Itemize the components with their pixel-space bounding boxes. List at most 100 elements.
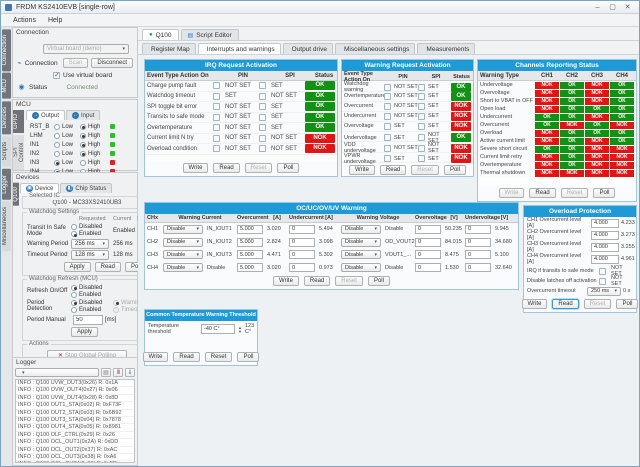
log-line[interactable]: INFO : Q100 OVW_OUT4(0x27) R: 0x06 <box>16 387 134 395</box>
warn-spi-checkbox[interactable] <box>418 92 425 100</box>
channels-poll-button[interactable]: Poll <box>593 188 616 198</box>
pin-low-radio[interactable] <box>54 123 60 130</box>
tab-output[interactable]: → Output <box>26 110 66 120</box>
pin-high-radio[interactable] <box>80 123 86 130</box>
spin-up-icon[interactable]: ▲ <box>238 324 242 330</box>
detection-warning-radio[interactable] <box>113 299 119 306</box>
dock-tab[interactable]: Scripts <box>2 136 11 167</box>
warning-voltage-select[interactable]: Disable <box>341 224 381 234</box>
log-line[interactable]: INFO : Q100 UVW_OUT4(0x28) R: 0x8D <box>16 395 134 403</box>
irq-poll-button[interactable]: Poll <box>277 163 300 173</box>
ocuc-write-button[interactable]: Write <box>273 276 299 286</box>
warn-spi-checkbox[interactable] <box>418 155 425 162</box>
warning-current-select[interactable]: Disable <box>163 263 203 273</box>
warn-pin-checkbox[interactable] <box>384 122 391 130</box>
undervoltage-input[interactable] <box>465 250 491 260</box>
pin-low-radio[interactable] <box>54 159 60 166</box>
pin-high-radio[interactable] <box>80 132 86 139</box>
overload-read-button[interactable]: Read <box>552 299 579 309</box>
temperature-spinner[interactable]: ▲ ▼ <box>236 324 244 334</box>
dock-tab[interactable]: Logger <box>2 168 11 200</box>
use-virtual-board-checkbox[interactable] <box>53 71 60 79</box>
overvoltage-input[interactable] <box>415 224 441 234</box>
channels-reset-button[interactable]: Reset <box>560 188 589 198</box>
pin-high-radio[interactable] <box>80 150 86 157</box>
channels-read-button[interactable]: Read <box>529 188 556 198</box>
warn-spi-checkbox[interactable] <box>418 134 425 141</box>
view-tab[interactable]: Register Map <box>142 43 196 54</box>
dock-tab[interactable]: MCU <box>2 73 11 100</box>
log-line[interactable]: INFO : Q100 OLF_CTRL(0x29) R: 0x26 <box>16 432 134 440</box>
warn-spi-checkbox[interactable] <box>418 144 425 152</box>
warning-current-select[interactable]: Disable <box>163 237 203 247</box>
overcurrent-input[interactable] <box>237 250 263 260</box>
view-tab[interactable]: Output drive <box>282 43 334 54</box>
maximize-button[interactable]: ▢ <box>609 4 616 11</box>
warn-spi-checkbox[interactable] <box>418 102 425 110</box>
spin-down-icon[interactable]: ▼ <box>238 328 242 334</box>
log-line[interactable]: INFO : Q100 OCL_OUT3(0x38) R: 0xA6 <box>16 454 134 462</box>
overvoltage-input[interactable] <box>415 250 441 260</box>
watchdog-apply-button[interactable]: Apply <box>63 262 91 272</box>
undercurrent-input[interactable] <box>289 237 315 247</box>
warn-reset-button[interactable]: Reset <box>411 165 439 175</box>
mcu-subtab[interactable]: SPI Control <box>13 135 25 170</box>
irq-pin-checkbox[interactable] <box>213 103 220 111</box>
tab-q100[interactable]: ● Q100 <box>142 29 179 40</box>
temperature-threshold-input[interactable] <box>201 324 235 334</box>
log-line[interactable]: INFO : Q100 OUT3_STA(0x04) R: 0x7878 <box>16 417 134 425</box>
temp-read-button[interactable]: Read <box>173 352 200 362</box>
warn-poll-button[interactable]: Poll <box>443 165 466 175</box>
temp-poll-button[interactable]: Poll <box>237 352 260 362</box>
warn-pin-checkbox[interactable] <box>384 92 391 100</box>
close-button[interactable]: ✕ <box>624 4 631 11</box>
warn-spi-checkbox[interactable] <box>418 112 425 120</box>
warn-pin-checkbox[interactable] <box>384 134 391 141</box>
irq-pin-checkbox[interactable] <box>213 82 220 90</box>
overload-write-button[interactable]: Write <box>521 299 548 309</box>
overload-checkbox[interactable] <box>599 277 606 285</box>
view-tab[interactable]: Interrupts and warnings <box>197 43 281 54</box>
undercurrent-input[interactable] <box>289 263 315 273</box>
ocuc-poll-button[interactable]: Poll <box>367 276 390 286</box>
detection-timeout-radio[interactable] <box>113 306 119 313</box>
undercurrent-input[interactable] <box>289 224 315 234</box>
irq-read-button[interactable]: Read <box>213 163 240 173</box>
refresh-disabled-radio[interactable] <box>71 284 77 291</box>
overcurrent-input[interactable] <box>237 237 263 247</box>
warning-voltage-select[interactable]: Disable <box>341 263 381 273</box>
overload-checkbox[interactable] <box>599 267 606 275</box>
pause-log-button[interactable]: ‖ <box>113 368 123 377</box>
tab-chip-status[interactable]: ◧ Chip Status <box>60 183 113 193</box>
warn-read-button[interactable]: Read <box>379 165 407 175</box>
overcurrent-level-input[interactable] <box>591 218 619 228</box>
pin-low-radio[interactable] <box>54 132 60 139</box>
overvoltage-input[interactable] <box>415 263 441 273</box>
log-filter-select[interactable] <box>15 368 99 377</box>
log-line[interactable]: INFO : Q100 OCL_OUT4(0x39) R: 0xFD <box>16 461 134 462</box>
warning-current-select[interactable]: Disable <box>163 250 203 260</box>
disconnect-button[interactable]: Disconnect <box>91 58 133 68</box>
log-line[interactable]: INFO : Q100 OUT2_STA(0x03) R: 0x6B92 <box>16 410 134 417</box>
warning-voltage-select[interactable]: Disable <box>341 237 381 247</box>
undervoltage-input[interactable] <box>465 237 491 247</box>
transit-enabled-radio[interactable] <box>71 231 77 237</box>
detection-enabled-radio[interactable] <box>71 306 77 313</box>
irq-reset-button[interactable]: Reset <box>244 163 273 173</box>
irq-spi-checkbox[interactable] <box>259 103 266 111</box>
ocuc-read-button[interactable]: Read <box>303 276 331 286</box>
warn-spi-checkbox[interactable] <box>418 122 425 130</box>
irq-pin-checkbox[interactable] <box>213 134 220 142</box>
overcurrent-level-input[interactable] <box>591 254 619 264</box>
save-log-button[interactable]: ⇓ <box>125 368 135 377</box>
warn-pin-checkbox[interactable] <box>384 83 391 91</box>
warning-current-select[interactable]: Disable <box>163 224 203 234</box>
log-line[interactable]: INFO : Q100 OUT4_STA(0x05) R: 0x8981 <box>16 424 134 432</box>
overload-poll-button[interactable]: Poll <box>616 299 639 309</box>
minimize-button[interactable]: – <box>595 3 600 11</box>
clear-log-button[interactable]: ▤ <box>101 368 111 377</box>
irq-pin-checkbox[interactable] <box>213 124 220 132</box>
pin-low-radio[interactable] <box>54 150 60 157</box>
view-tab[interactable]: Measurements <box>417 43 476 54</box>
irq-spi-checkbox[interactable] <box>259 134 266 142</box>
